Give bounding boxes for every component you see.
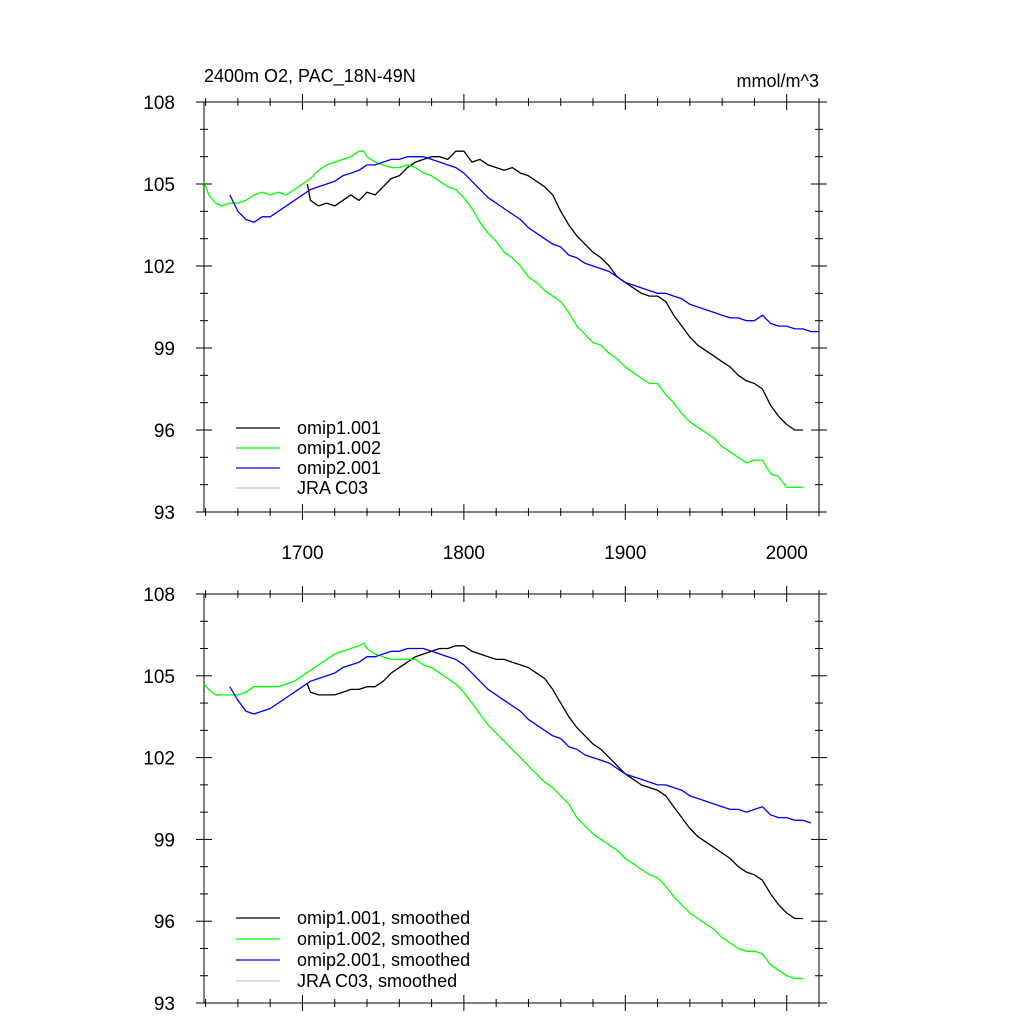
series-line <box>203 150 803 489</box>
plot-frame <box>203 593 820 1004</box>
x-tick-label: 1900 <box>604 543 646 564</box>
legend-label: omip1.001 <box>297 418 381 438</box>
x-tick-label: 1700 <box>281 543 323 564</box>
top-panel: 93 96 99 102 105 108 1700 1800 1900 2000 omip1.001… <box>143 93 827 564</box>
legend-label: omip1.002, smoothed <box>297 929 470 949</box>
y-tick-label: 96 <box>154 421 175 442</box>
bottom-panel: 93 96 99 102 105 108 omip1.001, smoothedomip1.… <box>143 585 827 1015</box>
y-tick-label: 102 <box>143 749 175 770</box>
y-tick-label: 105 <box>143 667 175 688</box>
y-tick-label: 102 <box>143 257 175 278</box>
legend-label: omip2.001, smoothed <box>297 950 470 970</box>
legend-label: omip2.001 <box>297 458 381 478</box>
units-label: mmol/m^3 <box>737 71 819 91</box>
y-tick-label: 99 <box>154 339 175 360</box>
chart-title: 2400m O2, PAC_18N-49N <box>204 66 416 87</box>
legend-label: JRA C03 <box>297 478 368 498</box>
legend-label: omip1.001, smoothed <box>297 908 470 928</box>
y-tick-label: 93 <box>154 503 175 524</box>
series-line <box>306 150 803 431</box>
y-tick-label: 108 <box>143 93 175 114</box>
series-line <box>229 156 819 333</box>
y-tick-label: 105 <box>143 175 175 196</box>
y-tick-label: 99 <box>154 830 175 851</box>
y-tick-label: 108 <box>143 585 175 606</box>
y-tick-label: 96 <box>154 912 175 933</box>
x-tick-label: 1800 <box>443 543 485 564</box>
legend-label: omip1.002 <box>297 438 381 458</box>
y-tick-label: 93 <box>154 994 175 1015</box>
x-tick-label: 2000 <box>766 543 808 564</box>
series-line <box>203 642 803 980</box>
series-line <box>306 645 803 920</box>
plot-frame <box>203 101 820 513</box>
series-line <box>229 647 812 824</box>
legend-label: JRA C03, smoothed <box>297 971 457 991</box>
